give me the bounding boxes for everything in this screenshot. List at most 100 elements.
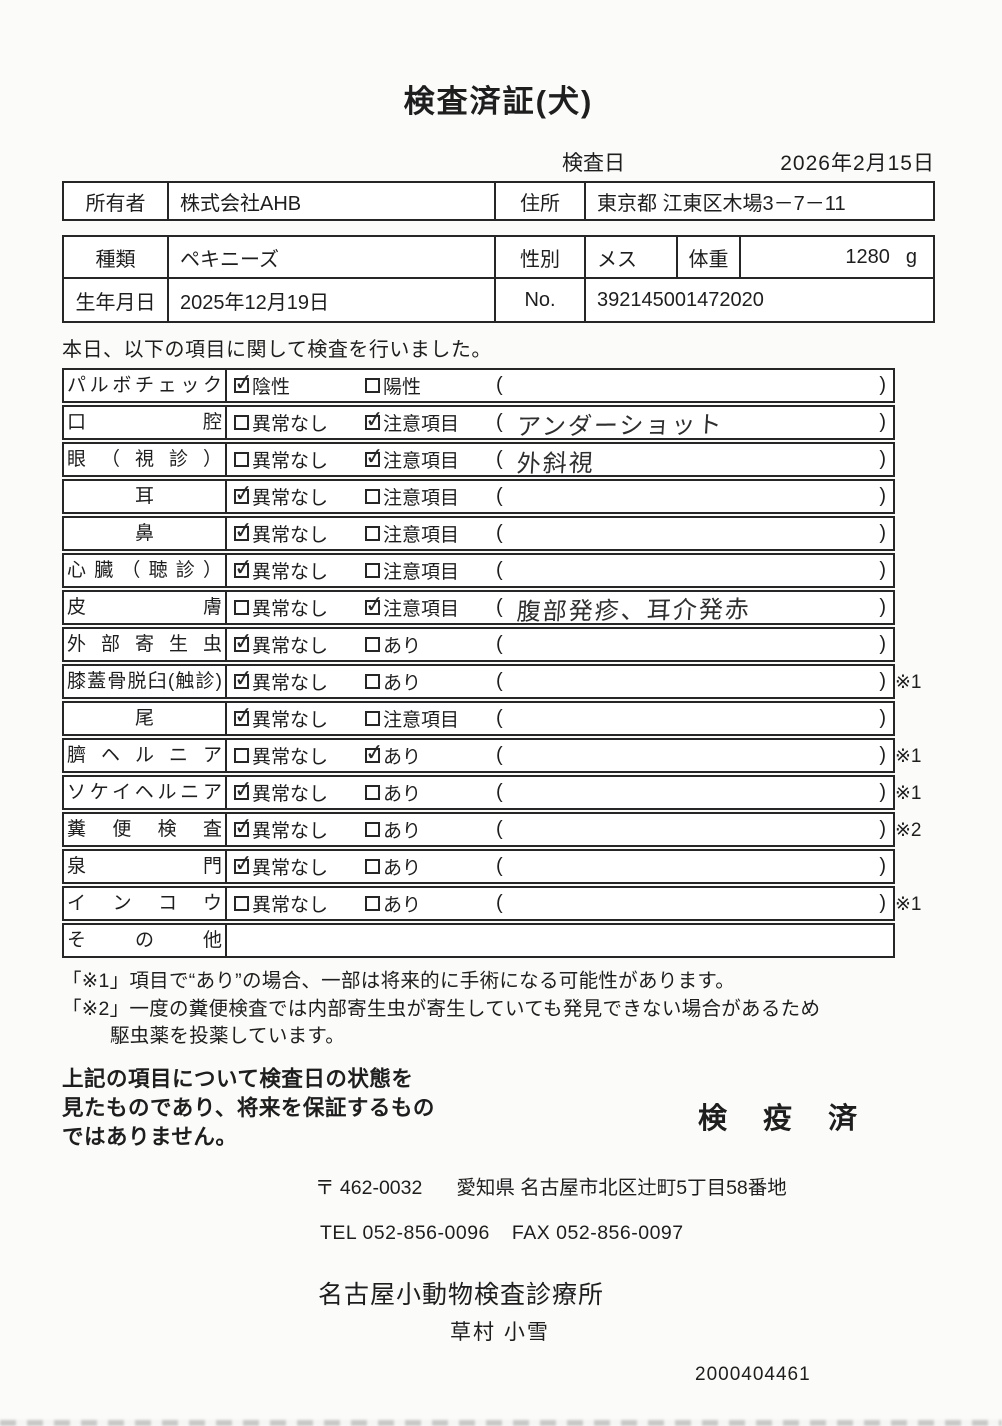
option-present: あり [365,779,496,806]
paren-close: ) [879,559,886,581]
paren-open: ( [496,818,503,840]
checkbox-present[interactable] [365,896,380,911]
option-label: 異常なし [252,451,329,472]
findings-field: () [496,892,893,915]
checkbox-normal[interactable] [234,563,249,578]
findings-field: () [496,707,893,730]
option-caution: 注意項目 [365,409,496,436]
sex-label: 性別 [494,237,584,277]
weight-number: 1280 [845,245,890,268]
exam-row-ears: 耳 異常なし 注意項目 () [62,479,895,514]
option-label: 注意項目 [383,562,460,583]
checkbox-present[interactable] [365,859,380,874]
option-label: あり [383,673,422,694]
findings-field: (アンダーショット) [496,405,893,441]
checkbox-caution[interactable] [365,526,380,541]
exam-date-value: 2026年2月15日 [780,152,935,175]
option-label: あり [383,895,422,916]
certificate-page: 検査済証(犬) 検査日 2026年2月15日 所有者 株式会社AHB 住所 東京… [62,0,935,1386]
paren-close: ) [879,892,886,914]
exam-item-label: 皮膚 [64,592,227,623]
checkbox-normal[interactable] [234,785,249,800]
exam-row-tail: 尾 異常なし 注意項目 () [62,701,895,736]
option-label: あり [383,636,422,657]
clinic-address-line: 〒 462-0032 愛知県 名古屋市北区辻町5丁目58番地 [62,1171,935,1200]
option-label: 異常なし [252,673,329,694]
checkbox-normal[interactable] [234,748,249,763]
handwritten-note [503,754,880,758]
exam-row-nose: 鼻 異常なし 注意項目 () [62,516,895,551]
checkbox-normal[interactable] [234,859,249,874]
findings-field: () [496,485,893,508]
exam-item-label: 口腔 [64,407,227,438]
exam-row-heart: 心臓（聴診） 異常なし 注意項目 () [62,553,895,588]
checkbox-caution[interactable] [365,415,380,430]
checkbox-normal[interactable] [234,452,249,467]
animal-info-table: 種類 ペキニーズ 性別 メス 体重 1280 g 生年月日 2025年12月19… [62,235,935,323]
handwritten-note [503,680,880,684]
paren-open: ( [496,485,503,507]
paren-close: ) [879,522,886,544]
exam-item-label: 臍ヘルニア [64,740,227,771]
checkbox-normal[interactable] [234,674,249,689]
checkbox-normal[interactable] [234,526,249,541]
checkbox-caution[interactable] [365,711,380,726]
option-present: あり [365,853,496,880]
checkbox-normal[interactable] [234,415,249,430]
checkbox-negative[interactable] [234,378,249,393]
checkbox-caution[interactable] [365,563,380,578]
exam-item-label: 耳 [64,481,227,512]
checkbox-present[interactable] [365,822,380,837]
option-label: 異常なし [252,636,329,657]
option-label: 注意項目 [383,525,460,546]
exam-row-skin: 皮膚 異常なし 注意項目 (腹部発疹、耳介発赤) [62,590,895,626]
checkbox-normal[interactable] [234,489,249,504]
option-present: あり [365,890,496,917]
paren-open: ( [496,448,503,470]
option-caution: 注意項目 [365,705,496,732]
footnote-ref: ※1 [895,672,922,693]
option-label: 陰性 [252,377,291,398]
option-label: 異常なし [252,562,329,583]
checkbox-present[interactable] [365,674,380,689]
handwritten-note [503,865,880,869]
paren-open: ( [496,559,503,581]
exam-item-label: 心臓（聴診） [64,555,227,586]
checkbox-normal[interactable] [234,600,249,615]
option-label: 異常なし [252,784,329,805]
footnote-1: 「※1」項目で“あり”の場合、一部は将来的に手術になる可能性があります。 [62,970,736,992]
disclaimer-line: 上記の項目について検査日の状態を [62,1066,414,1091]
owner-label: 所有者 [85,192,146,215]
checkbox-caution[interactable] [365,600,380,615]
checkbox-normal[interactable] [234,711,249,726]
handwritten-note [503,495,880,499]
option-label: 陽性 [383,377,422,398]
checkbox-caution[interactable] [365,489,380,504]
paren-close: ) [879,818,886,840]
footnote-ref: ※1 [895,746,922,767]
option-negative: 陰性 [234,372,365,399]
checkbox-caution[interactable] [365,452,380,467]
paren-close: ) [879,744,886,766]
checkbox-present[interactable] [365,637,380,652]
exam-item-label: パルボチェック [64,370,227,401]
checkbox-present[interactable] [365,785,380,800]
exam-item-label: 膝蓋骨脱臼(触診) [64,666,227,697]
checkbox-normal[interactable] [234,822,249,837]
option-label: 異常なし [252,710,329,731]
exam-row-umbilical-hernia: 臍ヘルニア 異常なし あり () ※1 [62,738,922,773]
option-caution: 注意項目 [365,594,496,621]
handwritten-note [503,532,880,536]
option-caution: 注意項目 [365,483,496,510]
checkbox-present[interactable] [365,748,380,763]
sex-value: メス [584,237,676,277]
exam-item-label: インコウ [64,888,227,919]
birthdate-label: 生年月日 [64,277,167,321]
quarantine-stamp: 検 疫 済 [698,1102,872,1135]
checkbox-positive[interactable] [365,378,380,393]
checkbox-normal[interactable] [234,896,249,911]
other-empty-field [227,925,893,956]
checkbox-normal[interactable] [234,637,249,652]
option-caution: 注意項目 [365,446,496,473]
paren-open: ( [496,411,503,433]
